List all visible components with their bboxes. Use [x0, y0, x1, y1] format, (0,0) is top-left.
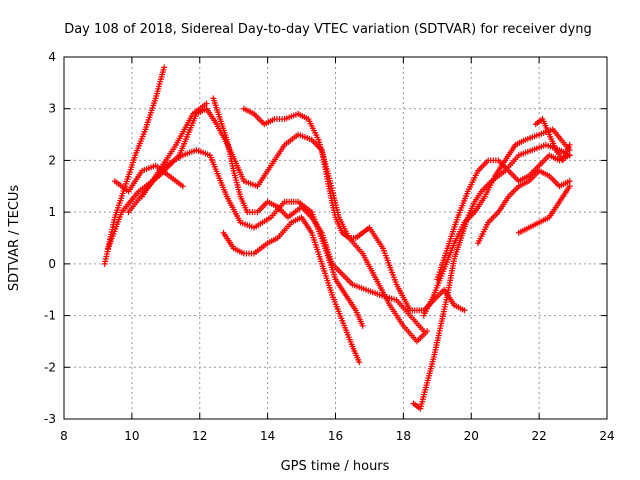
data-point-marker — [161, 64, 168, 71]
x-tick-label: 12 — [192, 429, 207, 443]
grid — [64, 57, 607, 419]
data-point-marker — [566, 178, 573, 185]
y-tick-label: 1 — [48, 205, 56, 219]
series-arc-9 — [410, 141, 573, 412]
x-tick-label: 8 — [60, 429, 68, 443]
x-axis-label: GPS time / hours — [281, 459, 390, 474]
data-point-marker — [424, 328, 431, 335]
y-axis-label: SDTVAR / TECUs — [7, 185, 22, 292]
series-arc-4 — [125, 147, 366, 329]
x-tick-label: 14 — [260, 429, 275, 443]
data-point-marker — [179, 183, 186, 190]
y-tick-label: -2 — [44, 360, 56, 374]
chart-title: Day 108 of 2018, Sidereal Day-to-day VTE… — [64, 22, 592, 37]
y-tick-label: -1 — [44, 309, 56, 323]
y-axis-tick-labels: -3 -2 -1 0 1 2 3 4 — [44, 50, 56, 426]
y-tick-label: 2 — [48, 153, 56, 167]
data-point-marker — [566, 183, 573, 190]
x-tick-label: 16 — [328, 429, 343, 443]
data-series — [101, 64, 573, 412]
y-tick-label: 3 — [48, 102, 56, 116]
y-tick-label: 4 — [48, 50, 56, 64]
series-arc-11 — [434, 152, 573, 283]
y-tick-label: 0 — [48, 257, 56, 271]
data-point-marker — [356, 359, 363, 366]
series-arc-6 — [210, 95, 427, 335]
series-arc-7 — [220, 214, 363, 366]
data-point-marker — [203, 100, 210, 107]
data-point-marker — [566, 141, 573, 148]
x-tick-label: 18 — [396, 429, 411, 443]
series-arc-14 — [532, 116, 573, 164]
data-point-marker — [461, 307, 468, 314]
series-arc-5 — [139, 100, 210, 200]
axis-ticks — [63, 56, 608, 420]
series-arc-8 — [240, 105, 431, 345]
x-tick-label: 10 — [124, 429, 139, 443]
series-arc-13 — [515, 183, 573, 236]
x-tick-label: 24 — [599, 429, 614, 443]
series-arc-3 — [111, 162, 186, 195]
series-arc-12 — [475, 167, 573, 247]
y-tick-label: -3 — [44, 412, 56, 426]
data-point-marker — [359, 322, 366, 329]
x-tick-label: 20 — [464, 429, 479, 443]
x-axis-tick-labels: 8 10 12 14 16 18 20 22 24 — [60, 429, 614, 443]
x-tick-label: 22 — [531, 429, 546, 443]
data-point-marker — [566, 152, 573, 159]
